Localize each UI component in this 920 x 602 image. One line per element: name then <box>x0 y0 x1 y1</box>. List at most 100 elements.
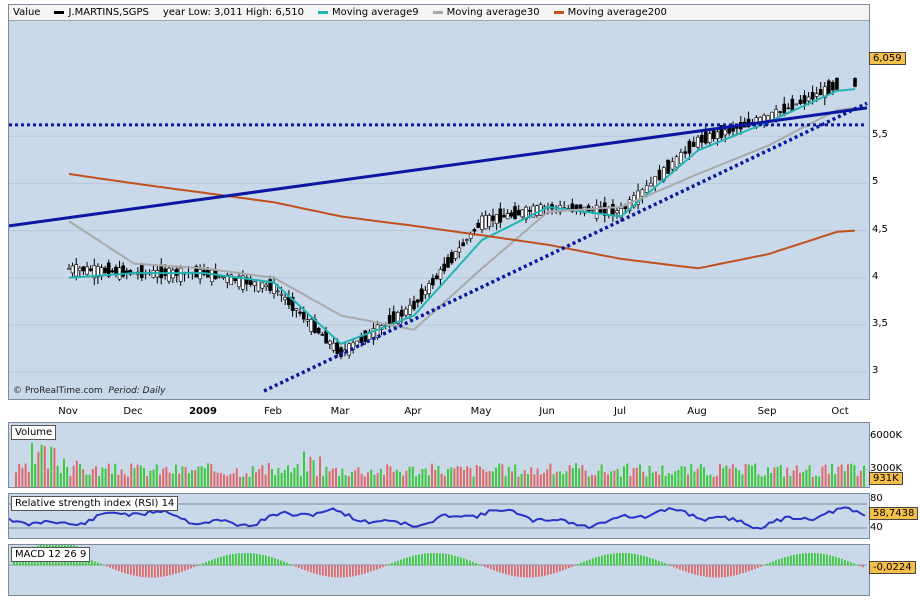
volume-bar <box>53 448 56 487</box>
volume-bar <box>517 476 520 487</box>
macd-bar <box>502 565 504 574</box>
candle <box>786 103 791 110</box>
candle <box>502 208 506 218</box>
candle <box>520 208 525 220</box>
macd-bar <box>307 565 309 572</box>
macd-bar <box>589 559 591 566</box>
macd-bar <box>106 565 108 567</box>
macd-bar <box>124 565 126 574</box>
volume-last-tag: 931K <box>869 472 903 485</box>
volume-bar <box>181 466 184 487</box>
volume-bar <box>287 465 289 487</box>
volume-bar <box>699 463 702 487</box>
macd-bar <box>136 565 138 577</box>
macd-bar <box>493 565 495 571</box>
macd-bar <box>226 555 228 566</box>
volume-bar <box>504 476 507 487</box>
price-chart-panel[interactable]: Value J.MARTINS,SGPS year Low: 3,011 Hig… <box>8 4 870 400</box>
volume-bar <box>194 470 197 487</box>
candle <box>404 306 408 318</box>
candle <box>487 213 492 230</box>
ma9-line <box>68 88 856 345</box>
volume-bar <box>479 466 481 487</box>
macd-bar <box>559 565 561 572</box>
volume-bar <box>555 471 558 487</box>
volume-bar <box>255 472 257 487</box>
macd-bar <box>187 565 189 570</box>
candle <box>88 265 93 272</box>
macd-bar <box>799 553 801 566</box>
candle <box>367 329 372 340</box>
macd-bar <box>688 565 690 573</box>
volume-bar <box>495 467 497 487</box>
macd-bar <box>466 559 468 566</box>
macd-bar <box>436 553 438 566</box>
macd-bar <box>607 554 609 566</box>
volume-panel[interactable]: Volume <box>8 422 870 488</box>
candle <box>229 273 234 286</box>
price-tick-label: 5 <box>872 176 879 188</box>
volume-bar <box>335 467 337 487</box>
volume-bar <box>24 463 27 487</box>
candle <box>419 284 424 304</box>
volume-bar <box>447 468 449 487</box>
credit-text: ProRealTime.com <box>24 386 103 396</box>
candle <box>703 123 708 145</box>
candle <box>244 275 249 292</box>
macd-bar <box>820 553 822 566</box>
volume-bar <box>283 469 286 487</box>
candle <box>78 266 82 277</box>
candle <box>139 262 144 281</box>
macd-bar <box>205 562 207 566</box>
volume-bar <box>715 475 718 487</box>
credit: © ProRealTime.com Period: Daily <box>13 386 165 396</box>
macd-panel[interactable]: MACD 12 26 9 <box>8 544 870 596</box>
candle <box>264 282 269 291</box>
macd-bar <box>211 559 213 566</box>
volume-bar <box>747 464 750 487</box>
candle <box>434 272 439 280</box>
volume-bar <box>123 474 126 487</box>
macd-bar <box>370 565 372 572</box>
candle <box>221 276 226 280</box>
volume-bar <box>120 469 123 487</box>
volume-bar <box>59 473 62 487</box>
macd-bar <box>16 559 18 566</box>
macd-bar <box>262 554 264 566</box>
volume-bar <box>818 476 821 487</box>
candle <box>778 110 782 117</box>
rsi-panel[interactable]: Relative strength index (RSI) 14 <box>8 493 870 539</box>
macd-bar <box>712 565 714 578</box>
volume-bar <box>136 464 139 487</box>
volume-bar <box>143 468 145 487</box>
volume-bar <box>277 467 280 487</box>
macd-bar <box>520 565 522 578</box>
candle <box>602 196 607 223</box>
macd-bar <box>376 565 378 570</box>
macd-bar <box>361 565 363 575</box>
macd-bar <box>112 565 114 569</box>
month-label: Apr <box>404 406 422 417</box>
macd-bar <box>412 555 414 566</box>
volume-bar <box>200 466 203 487</box>
macd-bar <box>238 553 240 566</box>
macd-bar <box>517 565 519 577</box>
volume-bar <box>741 474 744 487</box>
volume-bar <box>808 465 811 487</box>
candle <box>822 82 827 106</box>
volume-bar <box>415 476 417 487</box>
candle <box>446 254 450 268</box>
legend-symbol: J.MARTINS,SGPS <box>68 7 149 18</box>
price-tick-label: 4,5 <box>872 223 888 235</box>
volume-bar <box>360 473 363 487</box>
macd-bar <box>529 565 531 578</box>
macd-bar <box>811 553 813 566</box>
macd-bar <box>163 565 165 577</box>
volume-bar <box>338 476 341 487</box>
macd-bar <box>802 553 804 566</box>
macd-bar <box>334 565 336 578</box>
candle <box>298 307 302 317</box>
volume-bar <box>645 476 648 487</box>
price-plot[interactable] <box>9 5 871 401</box>
volume-bar <box>613 470 616 487</box>
